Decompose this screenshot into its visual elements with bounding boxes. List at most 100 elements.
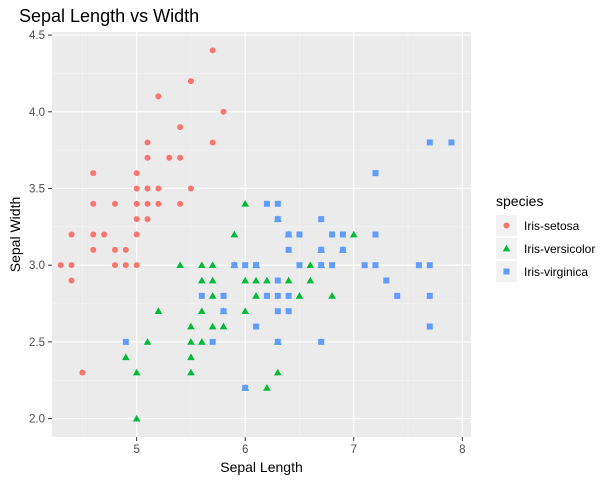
data-point: [197, 338, 206, 345]
data-point: [68, 231, 75, 238]
data-point: [187, 185, 194, 192]
data-point: [252, 292, 260, 299]
legend-label: Iris-setosa: [524, 219, 580, 233]
data-point: [133, 185, 140, 192]
data-point: [122, 262, 129, 269]
data-point: [90, 231, 97, 238]
data-point: [132, 414, 141, 422]
data-point: [318, 216, 325, 223]
data-point: [274, 338, 281, 345]
data-point: [274, 200, 281, 207]
data-point: [177, 200, 184, 207]
data-point: [318, 262, 325, 269]
data-point: [132, 368, 141, 376]
data-point: [274, 277, 281, 284]
data-point: [133, 200, 140, 207]
data-point: [177, 124, 184, 131]
data-point: [133, 170, 140, 177]
data-point: [187, 338, 195, 345]
data-point: [68, 262, 75, 269]
data-point: [90, 200, 97, 207]
data-point: [122, 338, 129, 345]
data-point: [372, 231, 379, 238]
data-point: [154, 307, 163, 315]
data-point: [133, 262, 140, 269]
data-point: [263, 292, 270, 299]
data-point: [133, 216, 140, 223]
data-point: [155, 200, 162, 207]
axes: 5 6 7 8 2.0 2.5 3.0 3.5 4.0 4.5: [29, 30, 466, 456]
data-point: [197, 276, 206, 284]
x-tick-label: 6: [242, 444, 248, 456]
data-point: [306, 276, 315, 284]
y-tick-label: 3.5: [29, 183, 45, 195]
data-point: [273, 368, 282, 376]
data-point: [187, 78, 194, 85]
data-point: [144, 154, 151, 161]
data-points: [57, 47, 455, 422]
chart-title: Sepal Length vs Width: [19, 6, 199, 26]
data-point: [241, 200, 250, 207]
data-point: [166, 154, 173, 161]
data-point: [79, 369, 86, 376]
legend-label: Iris-virginica: [524, 265, 588, 279]
data-point: [143, 338, 152, 345]
data-point: [318, 246, 325, 253]
data-point: [328, 292, 336, 299]
x-tick-label: 7: [351, 444, 357, 456]
data-point: [329, 231, 336, 238]
data-point: [155, 93, 162, 100]
data-point: [133, 231, 140, 238]
data-point: [361, 262, 368, 269]
data-point: [177, 154, 184, 161]
data-point: [187, 322, 195, 330]
data-point: [176, 261, 184, 269]
data-point: [209, 338, 216, 345]
data-point: [90, 246, 97, 253]
x-tick-label: 8: [459, 444, 465, 456]
data-point: [242, 384, 249, 391]
data-point: [284, 276, 293, 284]
data-point: [263, 276, 271, 284]
data-point: [263, 200, 270, 207]
data-point: [155, 185, 162, 192]
data-point: [252, 276, 260, 284]
legend-marker: [503, 268, 510, 275]
data-point: [415, 262, 422, 269]
data-point: [296, 262, 303, 269]
data-point: [144, 216, 151, 223]
data-point: [198, 292, 205, 299]
data-point: [208, 292, 217, 299]
data-point: [90, 170, 97, 177]
legend-label: Iris-versicolor: [524, 242, 595, 256]
data-point: [372, 170, 379, 177]
data-point: [208, 261, 217, 269]
data-point: [101, 231, 108, 238]
legend: species Iris-setosa Iris-versicolor Iris-v…: [496, 193, 595, 282]
x-axis-label: Sepal Length: [220, 459, 303, 475]
data-point: [372, 262, 379, 269]
data-point: [263, 384, 271, 391]
data-point: [448, 139, 455, 146]
data-point: [209, 47, 216, 54]
legend-marker: [503, 222, 510, 229]
y-tick-label: 4.0: [29, 107, 45, 119]
data-point: [349, 230, 358, 238]
data-point: [241, 307, 250, 315]
data-point: [426, 139, 433, 146]
data-point: [111, 262, 118, 269]
data-point: [187, 353, 195, 361]
data-point: [339, 231, 346, 238]
data-point: [111, 246, 118, 253]
data-point: [209, 139, 216, 146]
data-point: [306, 261, 315, 269]
data-point: [274, 216, 281, 223]
data-point: [274, 308, 281, 315]
data-point: [144, 139, 151, 146]
data-point: [242, 262, 249, 269]
y-tick-label: 2.5: [29, 337, 45, 349]
data-point: [285, 308, 292, 315]
data-point: [339, 246, 346, 253]
data-point: [208, 276, 217, 284]
data-point: [219, 322, 228, 330]
